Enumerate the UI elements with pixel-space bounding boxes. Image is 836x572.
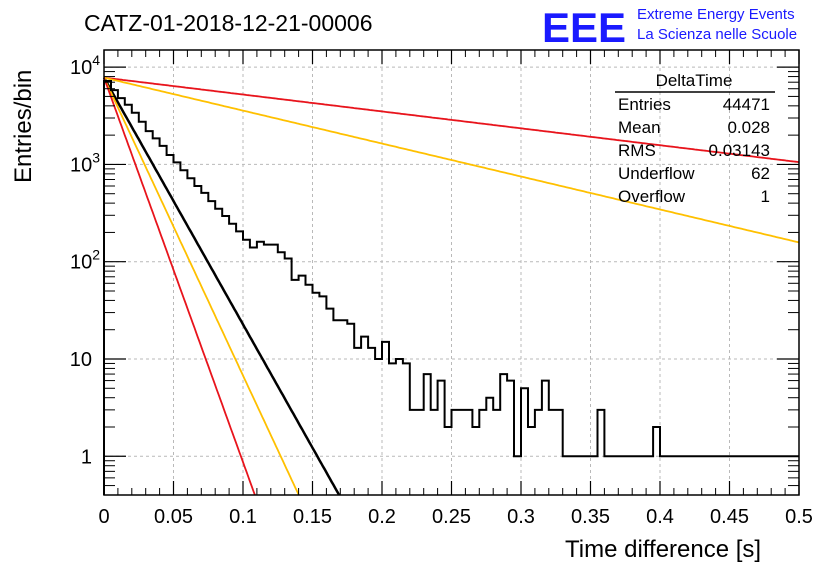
x-tick-label: 0.4 xyxy=(646,506,674,528)
x-tick-label: 0.5 xyxy=(785,506,813,528)
stats-label-mean: Mean xyxy=(618,118,661,137)
y-tick-exponent: 3 xyxy=(92,149,100,165)
stats-box: DeltaTime Entries 44471 Mean 0.028 RMS 0… xyxy=(615,71,775,206)
grid-lines xyxy=(104,50,799,495)
y-tick-exponent: 2 xyxy=(92,247,100,263)
stats-label-rms: RMS xyxy=(618,141,656,160)
y-tick-label: 104 xyxy=(70,52,100,79)
y-axis-label: Entries/bin xyxy=(10,70,37,183)
y-tick-label: 102 xyxy=(70,247,100,274)
stats-value-overflow: 1 xyxy=(761,187,770,206)
fit-curve xyxy=(103,76,800,244)
eee-logo: EEE xyxy=(542,4,626,51)
stats-value-rms: 0.03143 xyxy=(709,141,770,160)
fit-curve xyxy=(103,76,800,163)
x-tick-label: 0.05 xyxy=(154,506,193,528)
fit-curve xyxy=(102,76,341,496)
logo-line-2: La Scienza nelle Scuole xyxy=(637,26,797,43)
y-tick-label: 10 xyxy=(70,349,92,371)
stats-box-name: DeltaTime xyxy=(656,71,733,90)
x-axis-label: Time difference [s] xyxy=(565,536,761,563)
y-tick-label: 103 xyxy=(70,149,100,176)
chart-title: CATZ-01-2018-12-21-00006 xyxy=(84,10,373,36)
y-tick-base: 10 xyxy=(70,154,92,176)
y-tick-base: 10 xyxy=(70,57,92,79)
y-tick-exponent: 4 xyxy=(92,52,100,68)
stats-label-overflow: Overflow xyxy=(618,187,686,206)
x-tick-label: 0.2 xyxy=(368,506,396,528)
x-tick-label: 0.1 xyxy=(229,506,257,528)
stats-value-mean: 0.028 xyxy=(727,118,770,137)
x-tick-label: 0 xyxy=(98,506,109,528)
x-tick-label: 0.35 xyxy=(571,506,610,528)
fit-curves xyxy=(102,76,800,496)
fit-curve xyxy=(103,77,256,496)
fit-curve xyxy=(103,77,300,496)
stats-value-entries: 44471 xyxy=(723,95,770,114)
x-tick-label: 0.15 xyxy=(293,506,332,528)
histogram xyxy=(103,80,799,495)
x-tick-label: 0.45 xyxy=(710,506,749,528)
x-axis-ticks: 0 0.05 0.1 0.15 0.2 0.25 0.3 0.35 0.4 0.45 0.5 xyxy=(98,50,813,528)
logo-line-1: Extreme Energy Events xyxy=(637,6,795,23)
x-tick-label: 0.25 xyxy=(432,506,471,528)
stats-label-entries: Entries xyxy=(618,95,671,114)
y-tick-base: 10 xyxy=(70,252,92,274)
stats-label-underflow: Underflow xyxy=(618,164,695,183)
x-tick-label: 0.3 xyxy=(507,506,535,528)
stats-value-underflow: 62 xyxy=(751,164,770,183)
y-tick-label: 1 xyxy=(81,446,92,468)
